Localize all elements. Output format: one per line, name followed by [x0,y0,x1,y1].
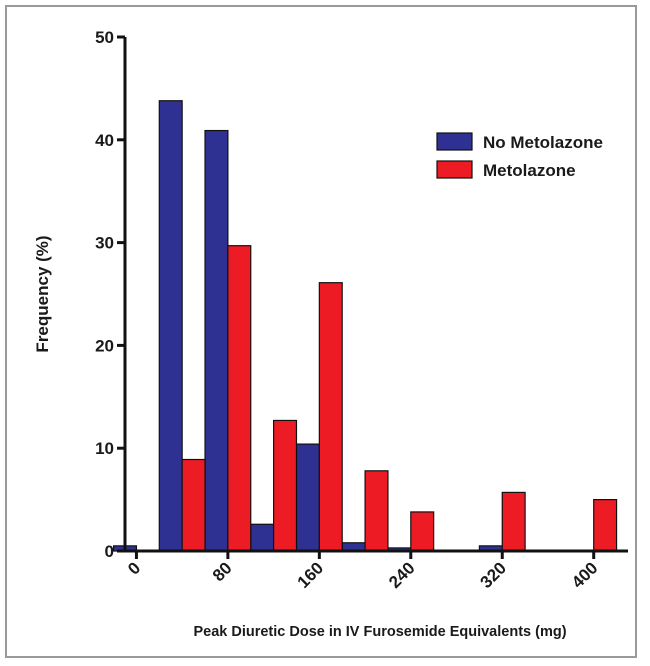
bar-metolazone-40 [181,458,206,552]
y-tick-label: 20 [95,336,114,355]
y-tick-label: 0 [105,542,114,561]
y-tick-label: 50 [95,28,114,47]
legend-swatch [436,132,473,151]
bars-layer [112,100,618,552]
bar-no-metolazone-80 [204,129,229,552]
bar-metolazone-320 [501,491,526,552]
bar-metolazone-400 [593,499,618,552]
x-tick-label: 400 [568,558,601,591]
legend-label: Metolazone [483,161,576,180]
x-tick-label: 80 [209,558,236,585]
bar-metolazone-160 [318,282,343,552]
legend: No Metolazone Metolazone [436,132,603,180]
bar-metolazone-120 [273,419,298,552]
legend-label: No Metolazone [483,133,603,152]
y-tick-label: 10 [95,439,114,458]
bar-no-metolazone-40 [158,100,183,552]
x-axis-label: Peak Diuretic Dose in IV Furosemide Equi… [193,624,566,640]
bar-metolazone-80 [227,245,252,552]
bar-metolazone-200 [364,470,389,552]
y-axis-label: Frequency (%) [33,235,52,352]
x-tick-label: 160 [294,558,327,591]
y-tick-label: 40 [95,131,114,150]
x-ticks: 0 80 160 240 320 400 [124,551,602,592]
bar-no-metolazone-160 [295,443,320,552]
x-tick-label: 320 [477,558,510,591]
y-tick-label: 30 [95,234,114,253]
legend-swatch [436,160,473,179]
x-tick-label: 0 [124,558,144,578]
y-ticks: 0 10 20 30 40 50 [95,28,125,561]
x-tick-label: 240 [385,558,418,591]
bar-no-metolazone-120 [250,523,275,552]
bar-metolazone-240 [410,511,435,552]
